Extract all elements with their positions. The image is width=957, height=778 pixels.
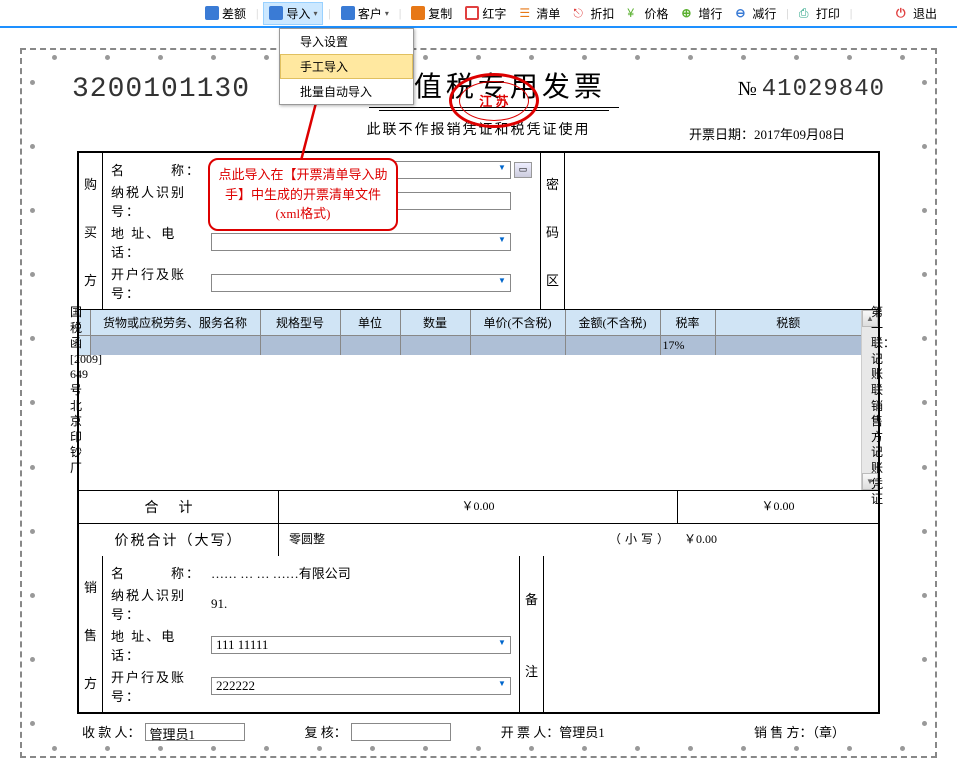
total-amount: ￥0.00: [279, 491, 678, 523]
col-tax[interactable]: 税额: [715, 310, 861, 336]
tb-red[interactable]: 红字: [460, 3, 511, 24]
col-unit[interactable]: 单位: [340, 310, 400, 336]
seller-addr-input[interactable]: 111 11111▼: [211, 636, 511, 654]
tb-exit[interactable]: ⏻退出: [891, 3, 942, 24]
table-row[interactable]: 17%: [79, 336, 861, 356]
password-area: [564, 153, 878, 309]
col-qty[interactable]: 数量: [400, 310, 470, 336]
tb-import[interactable]: 导入▾: [263, 2, 323, 25]
toolbar: 差额 | 导入▾ | 客户▾ | 复制 红字 ☰清单 ⎋折扣 ¥价格 ⊕增行 ⊖…: [0, 0, 957, 28]
issuer-label: 开 票 人：: [501, 722, 560, 741]
payee-label: 收 款 人：: [82, 722, 141, 741]
password-section-label: 密码区: [540, 153, 564, 309]
side-text-left: 国税函[2009] 649号北京印钞厂: [70, 305, 86, 477]
buyer-addr-label: 地 址、电 话：: [111, 223, 211, 261]
tb-list[interactable]: ☰清单: [514, 3, 565, 24]
invoice-paper: 国税函[2009] 649号北京印钞厂 第一联：记账联 销售方记账凭证 3200…: [20, 48, 937, 758]
tb-customer[interactable]: 客户▾: [336, 3, 394, 24]
payee-input[interactable]: 管理员1: [145, 723, 245, 741]
tb-print[interactable]: ⎙打印: [794, 3, 845, 24]
dd-manual-import[interactable]: 手工导入: [280, 54, 413, 79]
buyer-addr-input[interactable]: ▼: [211, 233, 511, 251]
remark-section-label: 备注: [519, 556, 543, 712]
seller-name-label: 名 称：: [111, 563, 211, 582]
import-dropdown: 导入设置 手工导入 批量自动导入: [279, 28, 414, 105]
invoice-number: № 41029840: [738, 76, 885, 103]
sum-label: 价税合计（大写）: [79, 524, 279, 556]
col-price[interactable]: 单价(不含税): [470, 310, 565, 336]
issuer-value: 管理员1: [559, 722, 605, 741]
tb-discount[interactable]: ⎋折扣: [568, 3, 619, 24]
reviewer-label: 复 核：: [305, 722, 347, 741]
dd-batch-import[interactable]: 批量自动导入: [280, 79, 413, 104]
callout-bubble: 点此导入在【开票清单导入助手】中生成的开票清单文件(xml格式): [208, 158, 398, 231]
buyer-name-label: 名 称：: [111, 160, 211, 179]
remark-area[interactable]: [543, 556, 878, 712]
sum-chinese: 零圆整: [279, 524, 603, 556]
buyer-tax-label: 纳税人识别号：: [111, 182, 211, 220]
seller-stamp-label: 销 售 方：（章）: [754, 722, 845, 741]
tb-price[interactable]: ¥价格: [622, 3, 673, 24]
col-amount[interactable]: 金额(不含税): [565, 310, 660, 336]
buyer-bank-label: 开户行及账号：: [111, 264, 211, 302]
tb-addrow[interactable]: ⊕增行: [676, 3, 727, 24]
seller-tax-value: 91.: [211, 596, 227, 612]
sum-small-label: （小写）: [603, 524, 678, 556]
tb-diff[interactable]: 差额: [200, 3, 251, 24]
total-tax: ￥0.00: [678, 491, 878, 523]
col-taxrate[interactable]: 税率: [660, 310, 715, 336]
sum-number: ￥0.00: [678, 524, 878, 556]
seller-section-label: 销售方: [79, 556, 103, 712]
seller-tax-label: 纳税人识别号：: [111, 585, 211, 623]
seller-name-value: …… … … ……有限公司: [211, 563, 351, 582]
buyer-bank-input[interactable]: ▼: [211, 274, 511, 292]
serial-number: 3200101130: [72, 74, 250, 105]
col-spec[interactable]: 规格型号: [260, 310, 340, 336]
col-name[interactable]: 货物或应税劳务、服务名称: [90, 310, 260, 336]
buyer-section-label: 购买方: [79, 153, 103, 309]
seller-bank-input[interactable]: 222222▼: [211, 677, 511, 695]
buyer-lookup-button[interactable]: ▭: [514, 162, 532, 178]
side-text-right: 第一联：记账联 销售方记账凭证: [871, 305, 887, 508]
dd-import-settings[interactable]: 导入设置: [280, 29, 413, 54]
seller-bank-label: 开户行及账号：: [111, 667, 211, 705]
items-table: 货物或应税劳务、服务名称 规格型号 单位 数量 单价(不含税) 金额(不含税) …: [79, 310, 861, 356]
reviewer-input[interactable]: [351, 723, 451, 741]
tb-delrow[interactable]: ⊖减行: [730, 3, 781, 24]
tb-copy[interactable]: 复制: [406, 3, 457, 24]
seller-addr-label: 地 址、电 话：: [111, 626, 211, 664]
total-label: 合计: [79, 491, 279, 523]
